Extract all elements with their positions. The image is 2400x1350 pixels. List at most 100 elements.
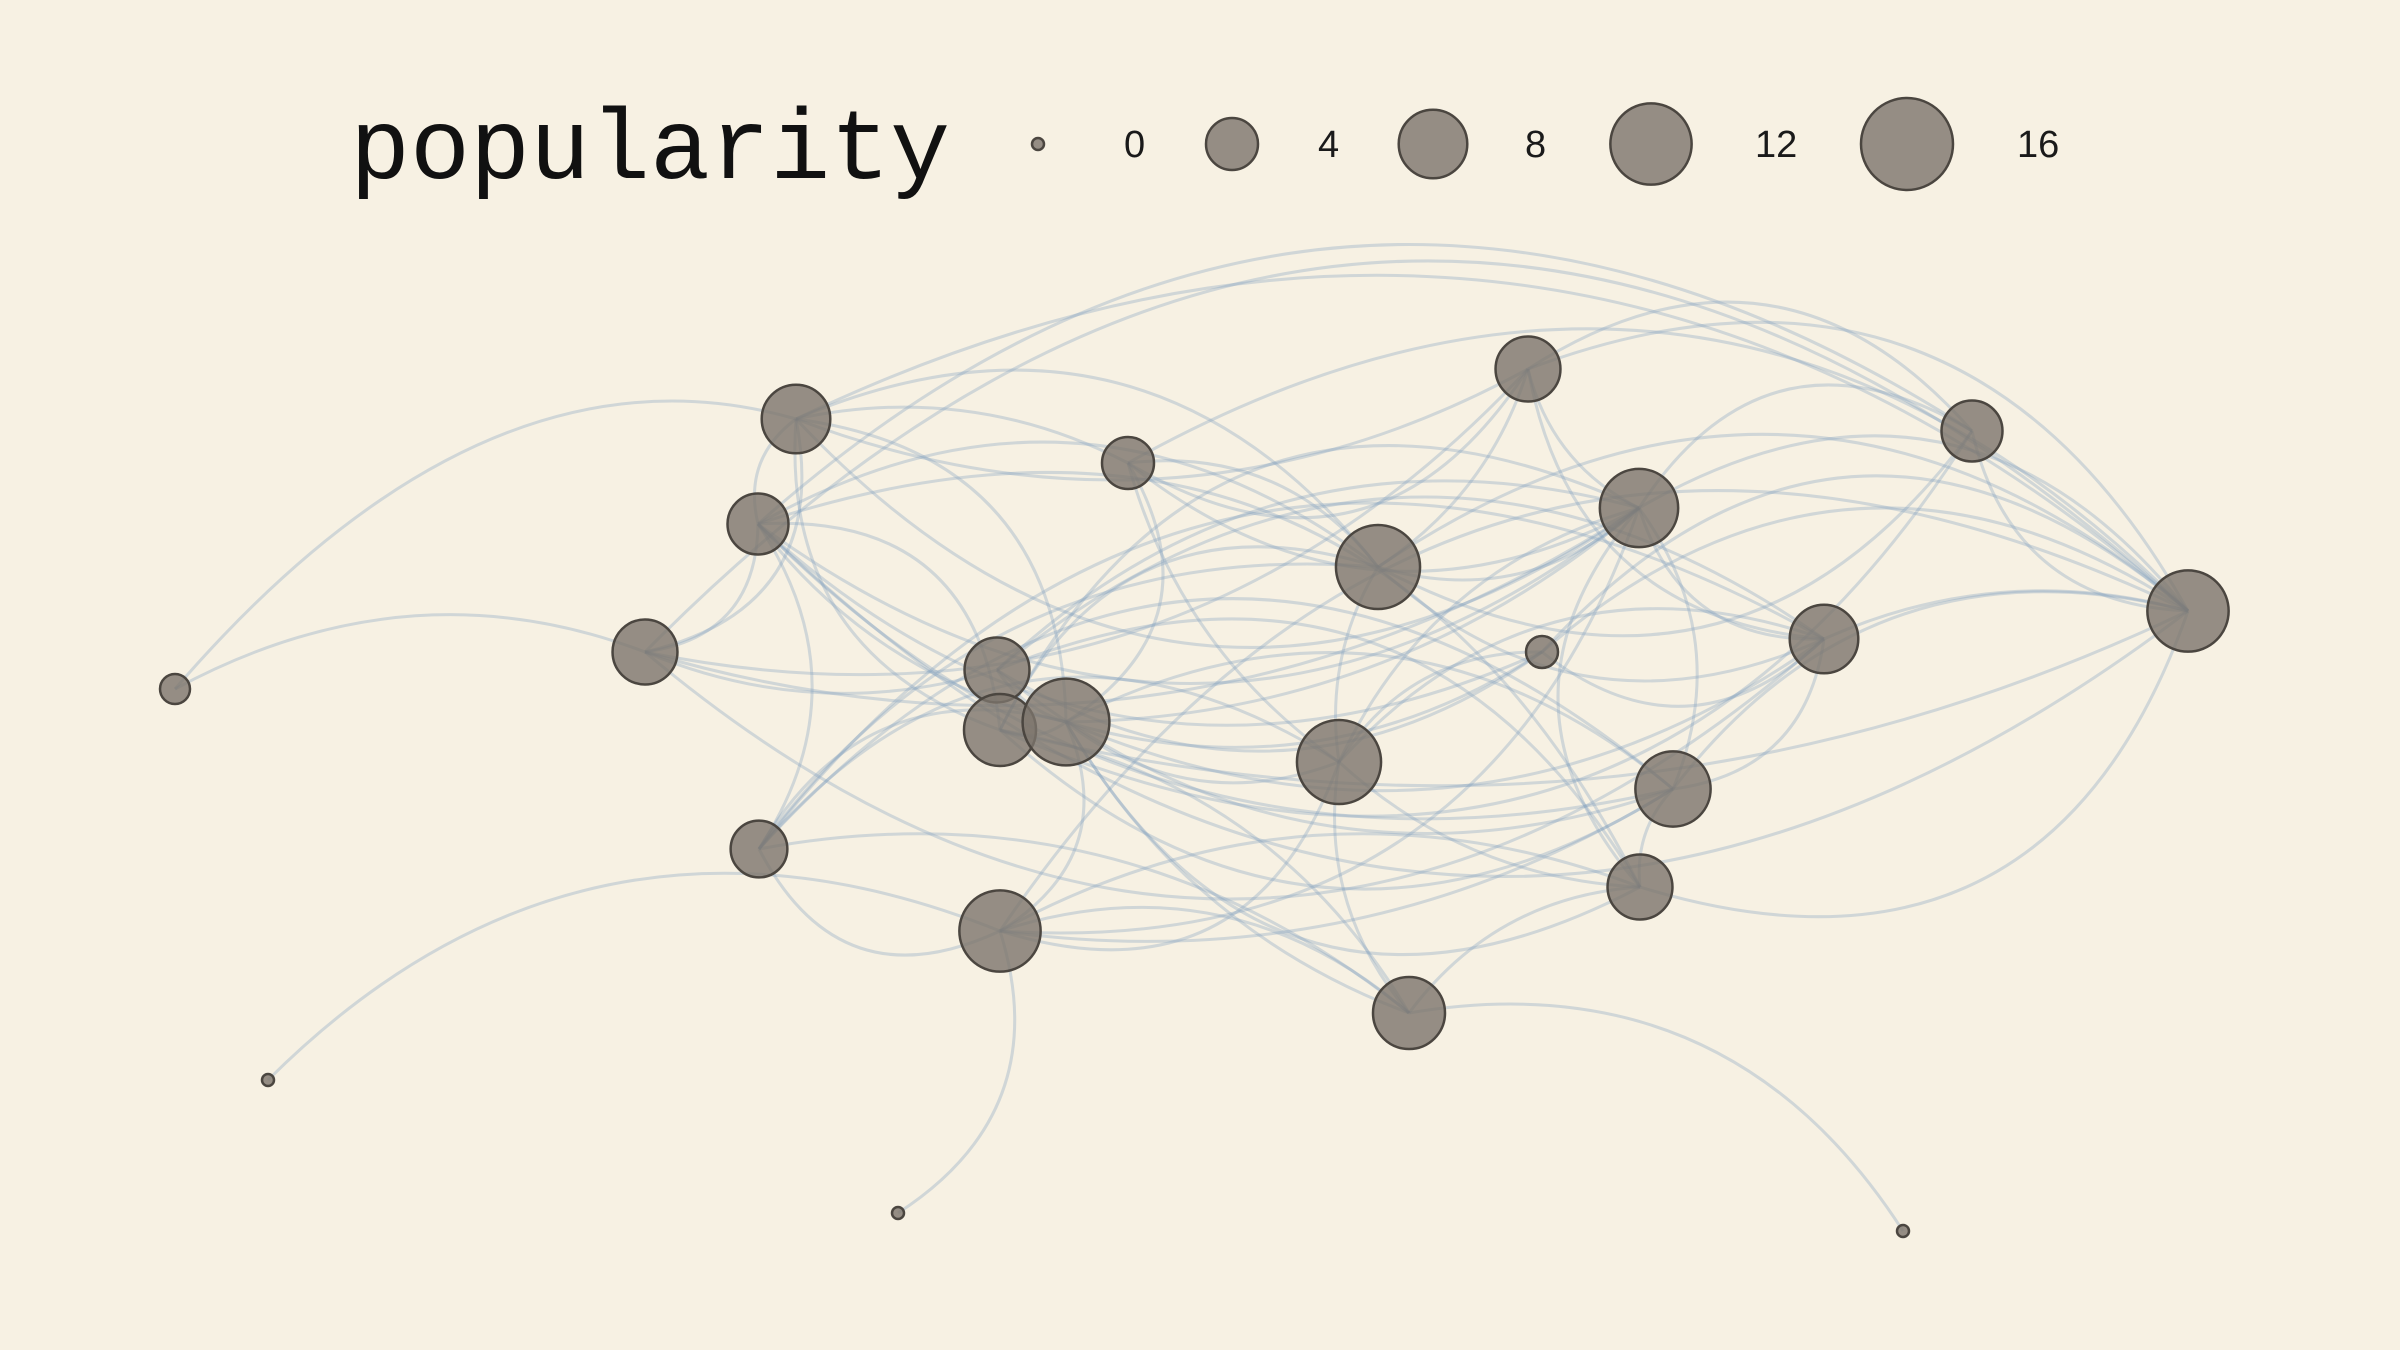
edge-n4-n13	[999, 430, 1974, 818]
edge-n1-n3	[795, 367, 1529, 482]
legend-swatch-12	[1609, 102, 1693, 186]
edge-n1-n8	[644, 418, 804, 654]
edge-n7-n15	[1337, 506, 1640, 763]
edge-left-n1	[173, 399, 797, 690]
edge-n3-n11	[1526, 368, 1825, 641]
edge-n4-n12	[1970, 430, 2189, 613]
legend-swatch-8	[1397, 108, 1469, 180]
edge-n10-n12	[1540, 474, 2189, 654]
node-n15	[1295, 718, 1383, 806]
legend-entries: 0 4 8 12 16	[1030, 96, 2059, 192]
edge-n12-n18	[998, 489, 2189, 932]
edge-n18-n20	[999, 905, 1410, 1015]
node-n16	[1634, 750, 1712, 828]
edge-n11-n17	[757, 501, 1825, 850]
node-left-outlier	[158, 672, 192, 706]
edge-n5-n6	[757, 440, 1379, 569]
edge-left-n8	[174, 613, 646, 691]
node-n4	[1940, 399, 2004, 463]
edge-n11-n14	[1065, 637, 1825, 793]
edges-layer	[173, 243, 2190, 1232]
edge-n9-n19	[996, 617, 1642, 888]
node-n19	[1606, 853, 1674, 921]
edge-n18-n19	[999, 832, 1641, 933]
legend-swatch-0	[1030, 136, 1046, 152]
edge-n14-n20	[1064, 721, 1410, 1015]
edge-n6-n12	[1377, 432, 2189, 613]
edge-n2-n14	[1065, 462, 1165, 724]
edge-n7-n9	[995, 479, 1640, 672]
edge-n16-n18	[999, 787, 1674, 943]
node-n6	[1334, 523, 1422, 611]
edge-n5-n19	[757, 470, 1642, 888]
edge-n16-n17	[757, 597, 1674, 851]
edge-n20-n23	[1408, 1002, 1905, 1232]
node-n12	[2146, 569, 2230, 653]
legend-label-0: 0	[1124, 124, 1145, 166]
edge-n15-n17	[757, 675, 1340, 850]
legend-swatch-4	[1204, 116, 1260, 172]
edge-n2-n15	[1126, 462, 1340, 764]
edge-n7-n12	[1638, 434, 2190, 612]
edge-n6-n13	[998, 545, 1379, 731]
edge-n5-n12	[756, 522, 2189, 878]
edge-n6-n17	[757, 562, 1379, 850]
edge-n7-n13	[998, 444, 1640, 731]
node-n18	[958, 889, 1042, 973]
edge-n2-n3	[1127, 368, 1530, 520]
node-n20	[1371, 975, 1447, 1051]
edge-n5-n7	[757, 506, 1640, 685]
edge-n12-n13	[999, 609, 2189, 788]
edge-n19-n20	[1407, 885, 1641, 1014]
edge-n13-n16	[998, 728, 1674, 891]
legend-title: popularity	[350, 96, 950, 209]
edge-n15-n19	[1337, 760, 1641, 889]
node-n11	[1788, 603, 1860, 675]
node-n17	[729, 819, 789, 879]
edge-n7-n19	[1556, 507, 1642, 888]
edge-n1-n6	[795, 368, 1380, 568]
node-n5	[726, 492, 790, 556]
edge-n18-n21	[266, 871, 1001, 1082]
legend-swatch-16	[1859, 96, 1955, 192]
node-n7	[1598, 467, 1680, 549]
edge-n3-n12	[1527, 320, 2190, 612]
edge-n11-n15	[1337, 607, 1825, 764]
node-n14	[1021, 677, 1111, 767]
legend-label-12: 12	[1755, 124, 1797, 166]
edge-n5-n16	[756, 522, 1674, 821]
edge-n3-n8	[644, 367, 1530, 677]
edge-n17-n20	[758, 832, 1410, 1015]
popularity-legend: popularity 0 4 8 12 16	[350, 96, 2059, 209]
edge-n4-n5	[757, 243, 1973, 526]
edge-n5-n17	[756, 523, 814, 850]
edge-n12-n10	[1541, 506, 2189, 654]
node-n21	[260, 1072, 276, 1088]
edge-n9-n11	[996, 495, 1825, 672]
edge-n12-n19	[1639, 610, 2190, 919]
nodes-layer	[158, 335, 2230, 1239]
edge-n3-n4	[1527, 300, 1974, 432]
edge-n4-n7	[1637, 383, 1973, 509]
node-n10	[1524, 634, 1560, 670]
edge-n7-n8	[644, 506, 1640, 708]
edge-n17-n18	[757, 848, 1001, 957]
legend-label-16: 16	[2017, 124, 2059, 166]
edge-n1-n12	[795, 273, 2189, 613]
edge-n10-n11	[1541, 637, 1826, 708]
edge-n7-n14	[1065, 506, 1640, 724]
legend-label-8: 8	[1525, 124, 1546, 166]
edge-n14-n16	[1065, 651, 1674, 791]
edge-n15-n18	[999, 761, 1341, 952]
node-n9	[963, 636, 1031, 704]
edge-n11-n12	[1823, 589, 2189, 641]
edge-n6-n11	[1376, 565, 1825, 683]
edge-n1-n13	[793, 418, 1001, 732]
edge-n18-n22	[897, 930, 1017, 1215]
edge-n2-n12	[1127, 327, 2190, 613]
edge-n7-n18	[999, 507, 1641, 935]
node-n8	[611, 618, 679, 686]
node-n2	[1100, 435, 1156, 491]
node-n3	[1494, 335, 1562, 403]
edge-n5-n10	[756, 522, 1543, 727]
